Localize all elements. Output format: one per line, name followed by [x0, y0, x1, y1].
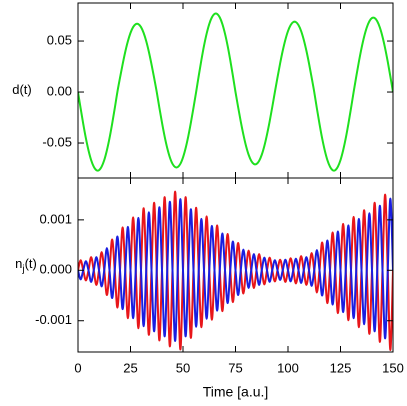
data-line	[78, 12, 393, 172]
y-tick-label: 0.001	[39, 211, 72, 226]
x-tick-label: 75	[228, 360, 242, 375]
y-tick-label: -0.05	[42, 134, 72, 149]
y-tick-label: 0.05	[47, 32, 72, 47]
y-axis-label: nj(t)	[15, 256, 37, 274]
y-tick-label: 0.00	[47, 83, 72, 98]
x-tick-label: 125	[330, 360, 352, 375]
data-line	[78, 190, 393, 351]
y-label-tail: (t)	[25, 256, 37, 271]
x-tick-label: 25	[123, 360, 137, 375]
y-axis-label: d(t)	[12, 82, 32, 97]
y-label-sub: j	[21, 264, 24, 275]
y-tick-label: 0.000	[39, 262, 72, 277]
y-tick-label: -0.001	[35, 312, 72, 327]
x-tick-label: 0	[74, 360, 81, 375]
x-tick-label: 50	[176, 360, 190, 375]
x-tick-label: 100	[277, 360, 299, 375]
y-label-base: n	[15, 256, 22, 271]
x-tick-label: 150	[382, 360, 404, 375]
data-line	[78, 197, 393, 342]
x-axis-label: Time [a.u.]	[203, 384, 269, 400]
